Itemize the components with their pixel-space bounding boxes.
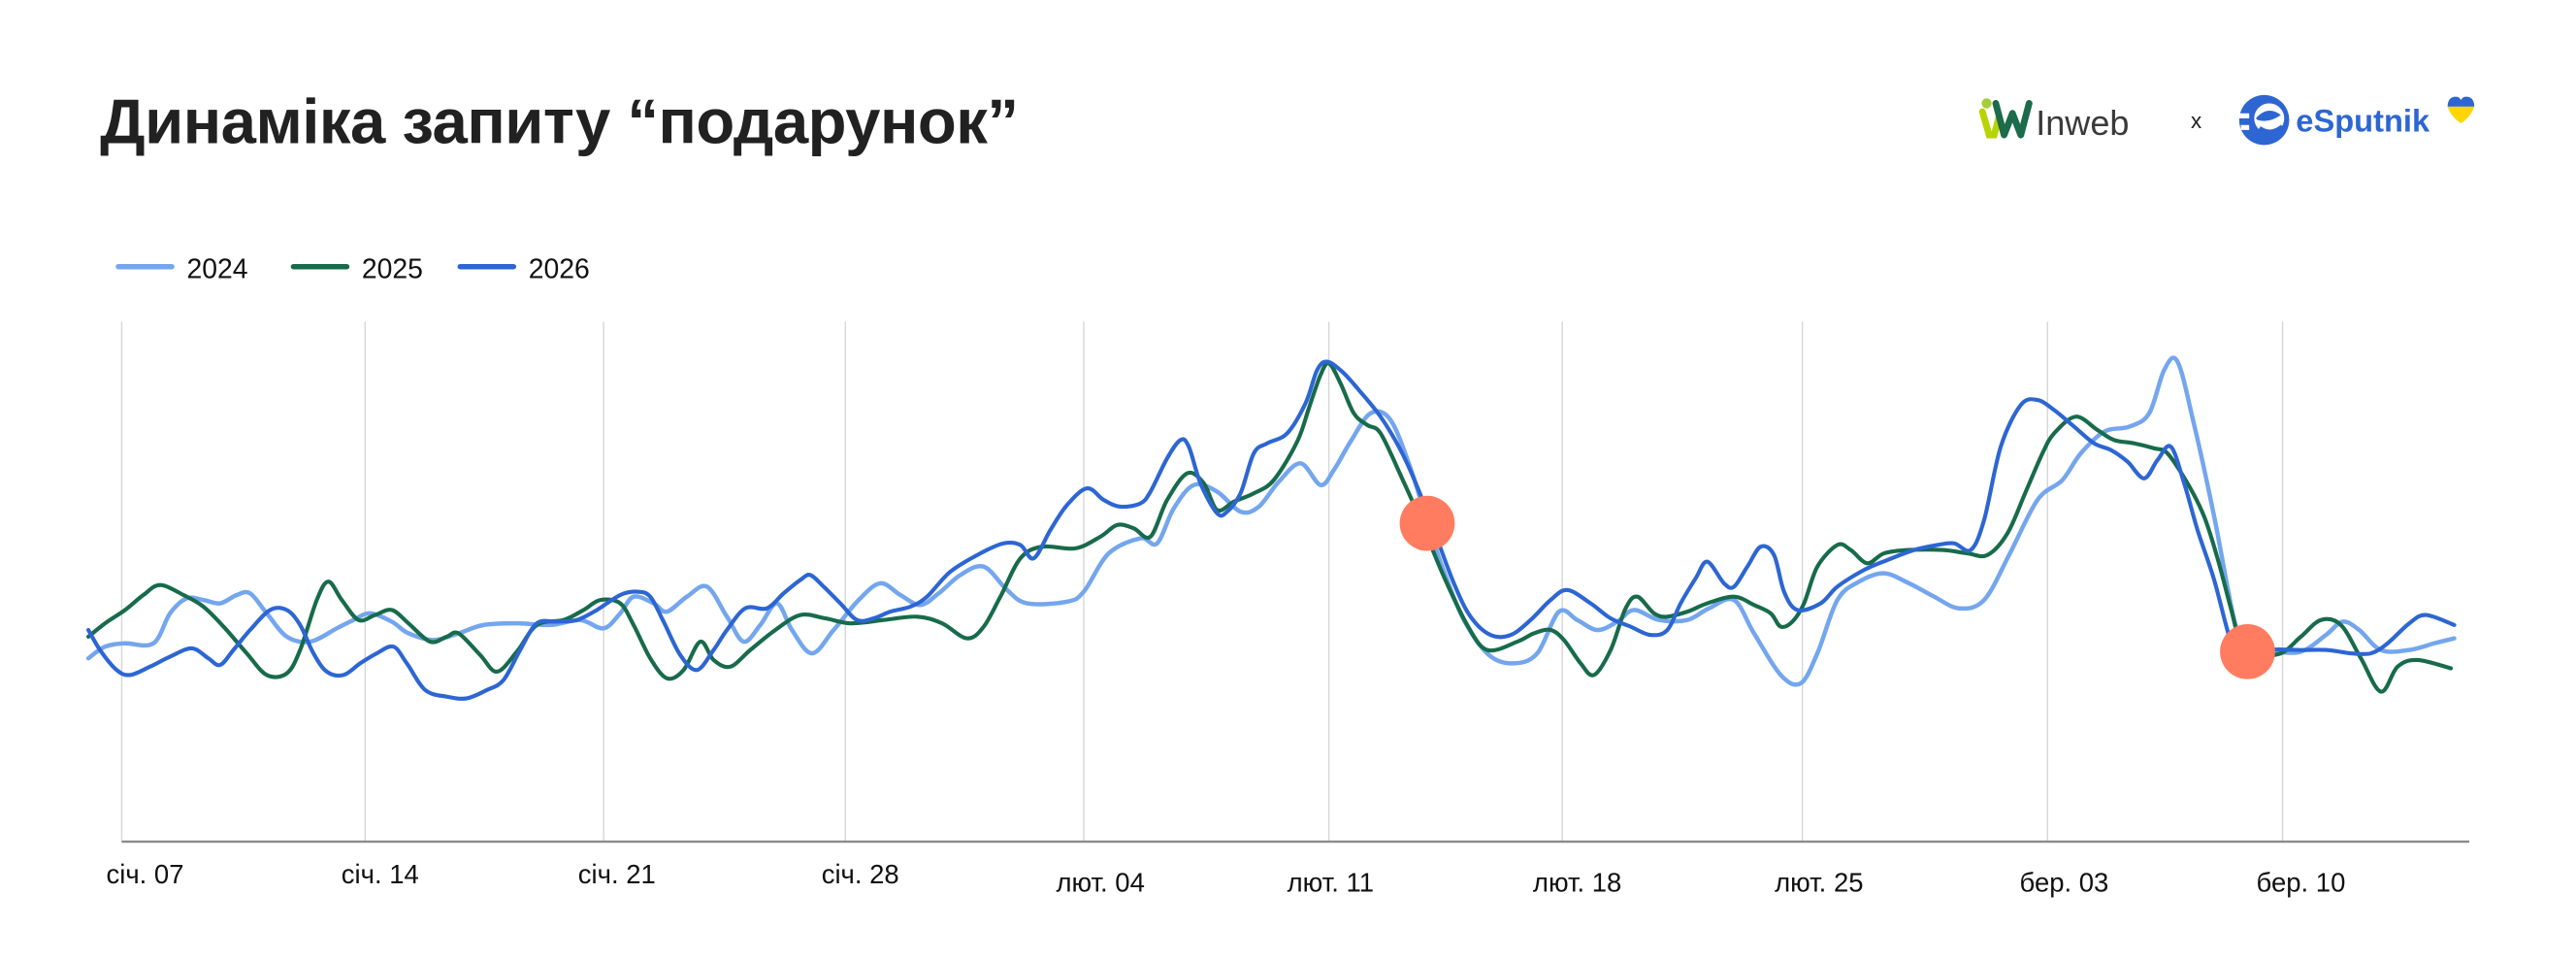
inweb-logo: Inweb — [1978, 98, 2129, 143]
legend: 2024 2025 2026 — [115, 254, 590, 285]
gridlines — [120, 321, 2284, 843]
x-tick-label: січ. 21 — [578, 859, 656, 889]
series-line-2026 — [86, 359, 2457, 701]
legend-item-2026[interactable]: 2026 — [457, 254, 590, 285]
x-tick-label: лют. 18 — [1533, 868, 1621, 898]
x-tick-label: бер. 10 — [2257, 868, 2346, 898]
page-title: Динаміка запиту “подарунок” — [100, 86, 1018, 157]
x-tick-label: січ. 28 — [822, 859, 899, 889]
highlight-marker[interactable] — [2220, 624, 2275, 679]
esputnik-e-icon — [2238, 94, 2290, 146]
legend-item-2024[interactable]: 2024 — [115, 254, 248, 285]
logo-group: Inweb x eSputnik — [1978, 94, 2475, 146]
x-tick-label: лют. 25 — [1775, 868, 1863, 898]
ukraine-heart-icon — [2447, 96, 2475, 124]
x-tick-label: січ. 14 — [342, 859, 419, 889]
legend-label: 2026 — [529, 254, 590, 285]
x-axis-labels: січ. 07 січ. 14 січ. 21 січ. 28 лют. 04 лют. … — [107, 859, 2346, 898]
series-line-2025 — [86, 361, 2454, 694]
legend-label: 2025 — [362, 254, 423, 285]
x-tick-label: січ. 07 — [107, 859, 184, 889]
inweb-wordmark: Inweb — [2036, 103, 2129, 143]
highlight-marker[interactable] — [1399, 495, 1455, 551]
inweb-w-icon — [1978, 98, 2033, 139]
highlight-markers — [1399, 495, 2275, 679]
x-tick-label: бер. 03 — [2020, 868, 2109, 898]
x-tick-label: лют. 04 — [1056, 868, 1144, 898]
esputnik-wordmark: eSputnik — [2296, 103, 2430, 139]
logo-separator: x — [2191, 109, 2201, 133]
legend-label: 2024 — [186, 254, 247, 285]
legend-item-2025[interactable]: 2025 — [290, 254, 423, 285]
x-tick-label: лют. 11 — [1288, 868, 1374, 898]
series-line-2024 — [85, 355, 2457, 687]
series-lines — [85, 355, 2457, 701]
esputnik-logo: eSputnik — [2238, 94, 2475, 146]
